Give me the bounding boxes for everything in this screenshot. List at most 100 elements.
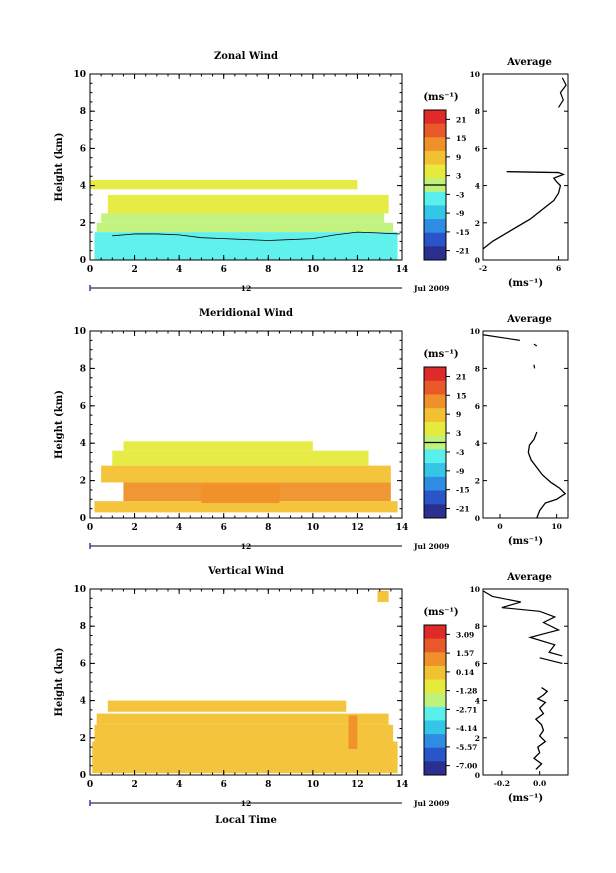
y-tick-label: 0 [80,514,86,524]
colorbar-frame [423,624,447,776]
heatmap-cell [112,450,369,466]
colorbar-segment [424,747,446,762]
date-day-label: 12 [241,542,251,551]
colorbar-segment [424,137,446,152]
colorbar-segment [424,504,446,519]
colorbar-segment [424,408,446,423]
colorbar-tick-label: -5.57 [456,743,477,752]
y-tick-label: 10 [73,585,86,595]
x-tick-label: 10 [307,523,320,533]
colorbar-tick-label: -15 [456,486,470,495]
colorbar-segment [424,761,446,776]
colorbar-tick-label: 15 [456,134,466,143]
overlay-line [112,231,400,241]
y-tick-label: 8 [80,364,86,374]
x-tick-label: 4 [176,523,182,533]
average-frame [482,73,569,261]
x-tick-label: 14 [396,780,409,790]
average-title: Average [506,314,552,325]
average-profile-segment [482,590,563,657]
heatmap-cell [94,246,398,260]
x-tick-label: 2 [131,523,137,533]
heatmap-cell [92,741,398,774]
colorbar-segment [424,205,446,220]
colorbar-segment [424,246,446,261]
x-tick-label: 0 [87,523,93,533]
colorbar-tick-label: -21 [456,505,470,514]
colorbar-unit: (ms⁻¹) [423,92,458,103]
colorbar-tick-label: -4.14 [456,724,477,733]
colorbar-tick-label: 3 [456,429,461,438]
colorbar-tick-label: 9 [456,153,461,162]
average-x-label: (ms⁻¹) [508,278,543,289]
heatmap-cell [348,715,358,749]
average-profile-segment [533,343,538,347]
colorbar-segment [424,191,446,206]
average-profile-line [482,171,566,250]
average-frame [482,588,569,776]
colorbar-segment [424,734,446,749]
y-tick-label: 0 [80,256,86,266]
x-tick-label: 0 [87,265,93,275]
heatmap-cell [107,700,347,712]
x-tick-label: 12 [351,780,364,790]
heatmap-cell [94,724,394,742]
average-x-tick-label: 6 [556,264,561,273]
colorbar-segment [424,693,446,708]
average-y-tick-label: 10 [470,585,480,594]
colorbar-tick-label: 3 [456,172,461,181]
colorbar-segment [424,665,446,681]
y-tick-label: 10 [73,327,86,337]
y-tick-label: 4 [80,697,86,707]
heatmap-cell [96,222,394,233]
y-tick-label: 2 [80,219,86,229]
x-tick-label: 10 [307,780,320,790]
colorbar-tick-label: 9 [456,410,461,419]
average-profile-line [527,431,567,519]
average-y-tick-label: 0 [475,771,480,780]
average-profile-line [533,687,549,770]
colorbar-tick-label: -9 [456,467,464,476]
colorbar-tick-label: 0.14 [456,668,474,677]
average-y-tick-label: 4 [475,439,480,448]
colorbar-segment [424,123,446,138]
heatmap-cell [101,465,391,483]
colorbar-segment [424,679,446,694]
average-y-tick-label: 6 [475,402,480,411]
x-tick-label: 10 [307,265,320,275]
y-tick-label: 4 [80,439,86,449]
y-tick-label: 8 [80,622,86,632]
average-frame [482,330,569,519]
panel-title: Zonal Wind [214,51,278,62]
y-tick-label: 6 [80,402,86,412]
average-x-tick-label: 0.0 [533,779,546,788]
average-y-tick-label: 2 [475,734,480,743]
colorbar-tick-label: -1.28 [456,687,477,696]
colorbar-segment [424,394,446,409]
heatmap-cell [107,194,389,214]
y-tick-label: 2 [80,734,86,744]
colorbar-segment [424,638,446,653]
x-tick-label: 8 [265,523,271,533]
average-y-tick-label: 8 [475,107,480,116]
heatmap-cell [96,713,389,725]
y-tick-label: 6 [80,659,86,669]
colorbar-tick-label: -21 [456,247,470,256]
average-x-tick-label: -0.2 [494,779,510,788]
x-tick-label: 12 [351,265,364,275]
x-tick-label: 4 [176,265,182,275]
heatmap-cell [90,180,358,190]
x-tick-label: 6 [221,523,227,533]
average-x-tick-label: 0 [497,522,502,531]
colorbar-tick-label: -3 [456,448,464,457]
colorbar-segment [424,380,446,395]
y-axis-label: Height (km) [54,390,65,459]
average-x-label: (ms⁻¹) [508,536,543,547]
average-profile-segment [533,364,536,369]
panel-title: Meridional Wind [199,308,293,319]
colorbar-tick-label: -7.00 [456,762,477,771]
colorbar-segment [424,625,446,640]
average-y-tick-label: 4 [475,697,480,706]
colorbar-segment [424,150,446,166]
